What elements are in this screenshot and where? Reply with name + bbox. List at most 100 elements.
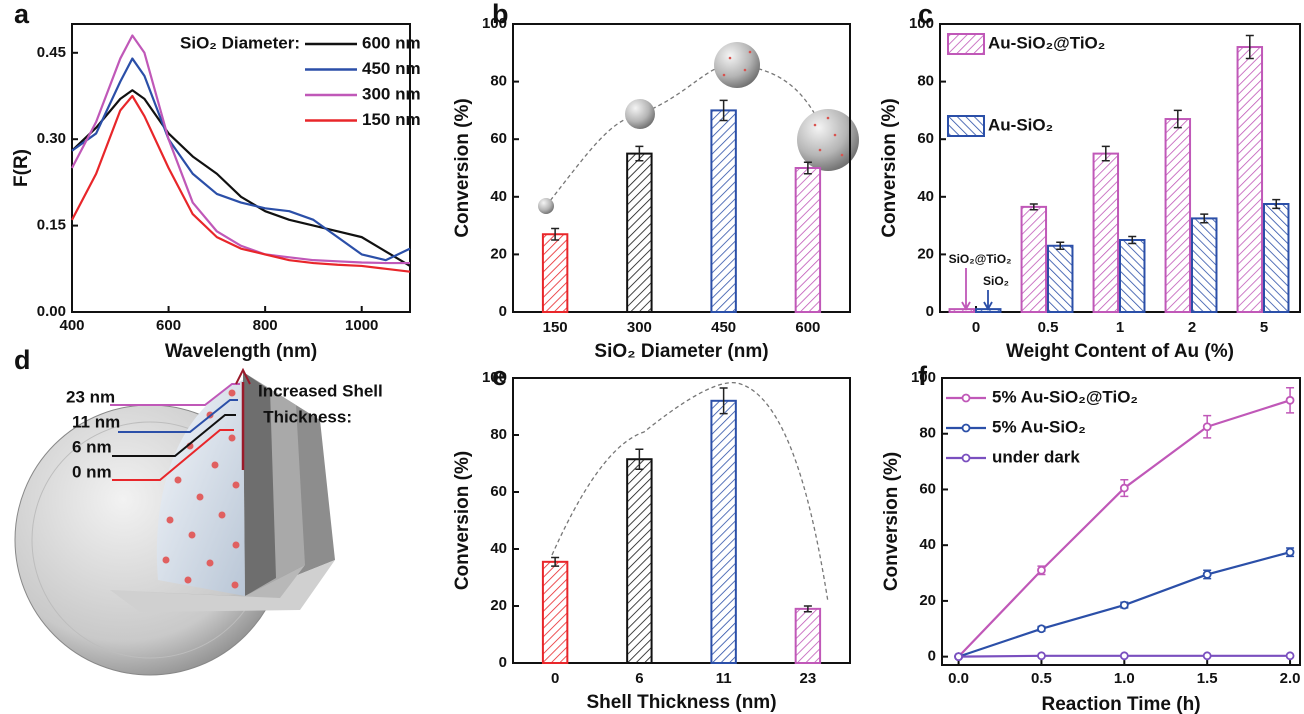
y-tick-label: 0 (926, 303, 934, 320)
point (1285, 651, 1295, 661)
y-tick-label: 0.15 (37, 217, 66, 234)
bar (541, 560, 569, 665)
bar (626, 458, 653, 664)
bar (1092, 152, 1120, 313)
trend-curve (551, 381, 829, 603)
y-tick-label: 20 (490, 245, 507, 262)
x-tick-label: 0.0 (948, 670, 969, 687)
plot-frame (71, 23, 411, 313)
y-tick-label: 40 (490, 540, 507, 557)
error-bar (551, 227, 560, 241)
bar (626, 152, 653, 313)
legend-label: 450 nm (362, 59, 421, 78)
y-tick-label: 0.00 (37, 303, 66, 320)
x-tick-label: 2 (1188, 319, 1196, 336)
plot-frame (512, 23, 851, 313)
error-bar (803, 161, 812, 175)
x-tick-label: 0 (972, 319, 980, 336)
panel-letter: e (492, 361, 507, 391)
series-line (71, 94, 411, 273)
series-line (71, 57, 411, 262)
point (1037, 651, 1046, 661)
legend-label: 150 nm (362, 110, 421, 129)
y-tick-label: 40 (917, 188, 934, 205)
x-axis-label: Wavelength (nm) (165, 341, 317, 362)
point (1202, 422, 1212, 432)
x-tick-label: 6 (635, 670, 643, 687)
x-tick-label: 800 (253, 317, 278, 334)
legend-label: 5% Au-SiO₂ (992, 417, 1086, 436)
bar (1047, 244, 1074, 313)
plot-frame (512, 377, 851, 664)
panel-letter: f (918, 361, 928, 391)
bar (1236, 46, 1264, 313)
x-tick-label: 1.0 (1114, 670, 1135, 687)
panel-letter: a (14, 0, 30, 29)
y-tick-label: 60 (917, 130, 934, 147)
error-bar (1056, 241, 1065, 250)
point (1119, 483, 1129, 493)
x-tick-label: 2.0 (1280, 670, 1301, 687)
y-tick-label: 60 (490, 483, 507, 500)
x-tick-label: 23 (800, 670, 817, 687)
thickness-label: 6 nm (72, 437, 112, 456)
bar (948, 308, 976, 313)
y-tick-label: 80 (917, 73, 934, 90)
y-tick-label: 40 (919, 536, 936, 553)
point (1285, 395, 1295, 405)
x-tick-label: 600 (156, 317, 181, 334)
legend-label: Au-SiO₂@TiO₂ (988, 33, 1105, 52)
y-axis-label: Conversion (%) (881, 452, 902, 591)
point (954, 652, 963, 662)
bar (1263, 203, 1290, 313)
x-axis-label: SiO₂ Diameter (nm) (594, 341, 768, 362)
x-tick-label: 300 (627, 319, 652, 336)
y-tick-label: 80 (919, 425, 936, 442)
point (1119, 600, 1129, 610)
x-tick-label: 11 (716, 670, 732, 687)
bar (794, 607, 822, 664)
y-tick-label: 100 (911, 369, 936, 386)
x-tick-label: 150 (543, 319, 568, 336)
y-axis-label: Conversion (%) (879, 98, 900, 237)
error-bar (1128, 235, 1137, 245)
y-tick-label: 20 (919, 592, 936, 609)
y-tick-label: 80 (490, 426, 507, 443)
bar (541, 233, 569, 314)
series-line (957, 399, 1291, 658)
error-bar (719, 99, 728, 122)
legend-label: Au-SiO₂ (988, 115, 1053, 134)
error-bar (1173, 109, 1182, 129)
bar (794, 167, 822, 313)
thickness-label: 0 nm (72, 462, 112, 481)
legend-label: under dark (992, 447, 1080, 466)
y-tick-label: 0 (499, 303, 507, 320)
y-tick-label: 40 (490, 188, 507, 205)
bar (1191, 217, 1218, 313)
y-axis-label: Conversion (%) (452, 451, 473, 590)
x-tick-label: 600 (795, 319, 820, 336)
x-tick-label: 450 (711, 319, 736, 336)
x-tick-label: 5 (1260, 319, 1268, 336)
x-axis-label: Reaction Time (h) (1041, 694, 1200, 714)
illustration-title: Increased Shell (258, 381, 383, 400)
error-bar (635, 448, 644, 470)
y-tick-label: 20 (490, 597, 507, 614)
bar (1164, 118, 1192, 314)
y-tick-label: 60 (490, 130, 507, 147)
point (1202, 651, 1212, 661)
error-bar (1272, 198, 1281, 210)
y-tick-label: 0.45 (37, 44, 66, 61)
error-bar (1029, 203, 1038, 211)
annotation: SiO₂@TiO₂ (949, 252, 1012, 266)
y-tick-label: 100 (482, 15, 507, 32)
y-axis-label: F(R) (11, 149, 32, 187)
x-tick-label: 0.5 (1038, 319, 1059, 336)
annotation-arrow (983, 290, 993, 311)
x-tick-label: 1.5 (1197, 670, 1218, 687)
x-axis-label: Shell Thickness (nm) (586, 692, 776, 713)
bar (1119, 239, 1146, 313)
y-tick-label: 0 (499, 654, 507, 671)
y-tick-label: 0 (928, 648, 936, 665)
